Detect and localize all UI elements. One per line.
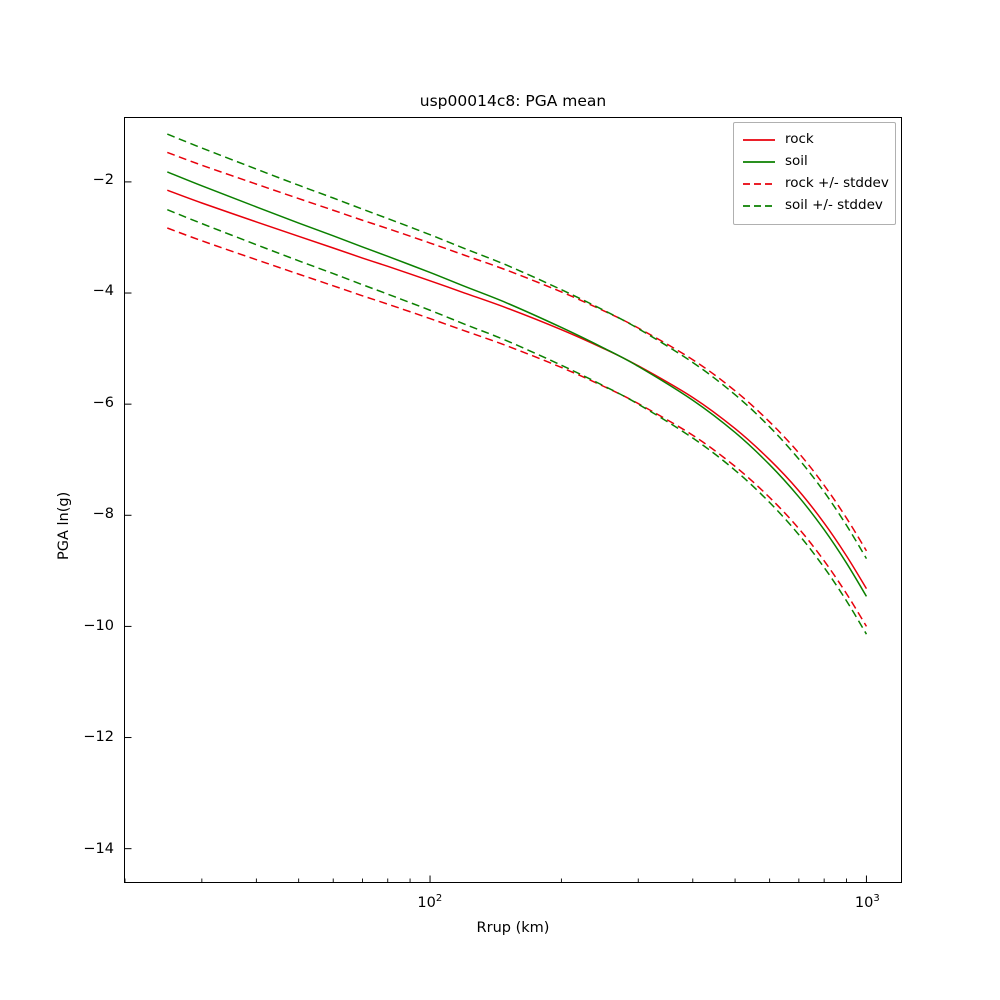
y-tick-label: −14 xyxy=(83,840,114,857)
x-axis-tick-labels: 102 103 xyxy=(0,893,1000,923)
series-line xyxy=(167,151,868,552)
x-tick-label: 103 xyxy=(854,893,880,911)
y-axis-tick-labels: −2 −4 −6 −8 −10 −12 −14 xyxy=(52,0,114,1000)
legend-line-icon xyxy=(742,200,776,212)
series-line xyxy=(167,189,868,590)
series-line xyxy=(167,171,868,597)
legend-label: rock xyxy=(785,131,814,148)
legend-line-icon xyxy=(742,156,776,168)
legend-item[interactable]: rock xyxy=(742,129,887,151)
legend-line-icon xyxy=(742,134,776,146)
y-tick-label: −8 xyxy=(92,506,114,523)
series-line xyxy=(167,208,868,635)
y-tick-label: −10 xyxy=(83,617,114,634)
legend-label: rock +/- stddev xyxy=(785,175,889,192)
y-tick-label: −2 xyxy=(92,172,114,189)
legend-line-icon xyxy=(742,178,776,190)
chart-legend: rock soil rock +/- stddev soil +/- stddev xyxy=(733,122,896,225)
legend-label: soil +/- stddev xyxy=(785,197,883,214)
legend-item[interactable]: soil +/- stddev xyxy=(742,195,887,217)
legend-item[interactable]: soil xyxy=(742,151,887,173)
legend-item[interactable]: rock +/- stddev xyxy=(742,173,889,195)
x-axis-label: Rrup (km) xyxy=(476,920,550,936)
plot-area xyxy=(124,117,902,883)
y-tick-label: −4 xyxy=(92,283,114,300)
chart-title: usp00014c8: PGA mean xyxy=(419,92,607,110)
legend-label: soil xyxy=(785,153,808,170)
y-tick-label: −6 xyxy=(92,394,114,411)
y-tick-label: −12 xyxy=(83,729,114,746)
chart-lines xyxy=(125,133,868,882)
series-line xyxy=(167,133,868,560)
series-line xyxy=(167,227,868,627)
y-axis-label: PGA ln(g) xyxy=(56,491,72,560)
x-tick-label: 102 xyxy=(417,893,443,911)
